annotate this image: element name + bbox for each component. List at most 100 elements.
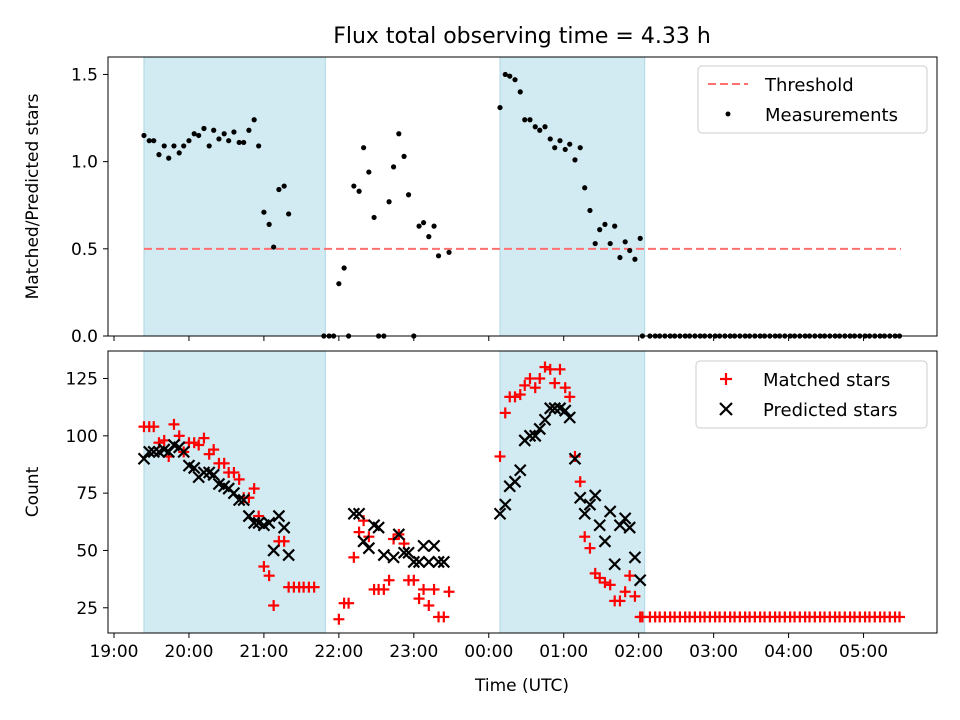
matched-stars-point (559, 382, 571, 394)
matched-stars-point (443, 586, 455, 598)
measurement-point (161, 143, 167, 149)
predicted-stars-point (177, 445, 190, 459)
measurement-point (356, 188, 362, 194)
predicted-stars-point (432, 555, 445, 569)
y-tick-label: 0.5 (71, 240, 98, 260)
x-tick-label: 23:00 (389, 642, 438, 662)
x-tick-label: 00:00 (464, 642, 513, 662)
measurement-point (201, 125, 207, 132)
predicted-stars-point (267, 544, 280, 557)
matched-stars-point (418, 583, 430, 595)
measurement-point (542, 124, 548, 130)
measurement-point (401, 153, 407, 159)
shaded-interval-2 (499, 56, 646, 337)
x-tick-label: 05:00 (839, 642, 888, 662)
ratio-legend-box (697, 65, 928, 134)
matched-stars-point (619, 586, 631, 598)
measurement-point (191, 131, 197, 137)
predicted-stars-point (568, 452, 582, 466)
measurement-point (527, 117, 533, 123)
predicted-stars-point (147, 445, 161, 459)
measurement-point (231, 129, 237, 135)
measurement-point (497, 104, 503, 111)
count-axes-frame (107, 350, 938, 634)
predicted-stars-point (578, 507, 591, 521)
matched-stars-point (148, 421, 160, 433)
y-tick-label: 100 (66, 427, 98, 447)
predicted-stars-point (633, 573, 647, 587)
predicted-stars-point (593, 518, 606, 532)
matched-stars-point (549, 377, 561, 389)
predicted-stars-point (197, 466, 211, 479)
measurement-point (547, 136, 553, 142)
ratio-panel: 0.0 0.5 1.0 1.5 Matched/Predicted stars Thr… (23, 56, 938, 347)
predicted-stars-point (508, 475, 522, 488)
predicted-stars-point (397, 546, 411, 560)
predicted-legend-swatch (719, 402, 733, 416)
measurement-point (435, 253, 442, 259)
measurement-point (577, 145, 583, 151)
matched-stars-point (378, 583, 390, 595)
shaded-interval-2 (499, 350, 646, 634)
count-panel: 19:00 20:00 21:00 22:00 23:00 00:00 01:00 02:00… (23, 350, 938, 662)
measurement-point (597, 227, 603, 233)
matched-stars-point (193, 439, 205, 451)
count-x-ticks: 19:00 20:00 21:00 22:00 23:00 00:00 01:00 02:00… (89, 633, 888, 662)
predicted-stars-point (232, 493, 246, 507)
measurement-point (416, 223, 422, 229)
measurement-point (502, 71, 508, 78)
x-tick-label: 20:00 (164, 642, 213, 662)
matched-stars-point (423, 599, 435, 611)
predicted-stars-point (227, 486, 241, 500)
measurement-point (602, 221, 608, 227)
predicted-stars-point (493, 507, 507, 521)
matched-stars-point (529, 382, 541, 394)
x-tick-label: 22:00 (314, 642, 363, 662)
measurement-point (276, 186, 282, 193)
y-tick-label: 125 (66, 370, 98, 390)
measurement-point (522, 117, 528, 123)
chart-title: Flux total observing time = 4.33 h (333, 24, 711, 49)
predicted-stars-point (392, 528, 406, 541)
matched-stars-point (534, 373, 546, 385)
measurement-point (512, 77, 518, 83)
matched-stars-point (494, 450, 506, 462)
matched-stars-point (514, 389, 526, 401)
x-tick-label: 19:00 (89, 642, 138, 662)
predicted-stars-point (588, 489, 602, 502)
measurement-point (251, 117, 257, 123)
matched-stars-point (233, 473, 245, 485)
measurement-point (360, 145, 367, 151)
measurement-point (186, 138, 192, 144)
predicted-stars-point (352, 507, 366, 521)
ratio-y-ticks: 0.0 0.5 1.0 1.5 (71, 65, 108, 347)
count-shaded-intervals (143, 350, 646, 634)
measurement-point (537, 127, 543, 133)
measurement-point (241, 139, 247, 146)
predicted-stars-point (417, 539, 430, 553)
measurement-point (206, 143, 212, 149)
matched-legend-swatch (720, 373, 732, 385)
predicted-stars-point (402, 546, 415, 560)
matched-stars-point (574, 476, 586, 488)
measurement-point (341, 265, 347, 271)
measurements-legend-label: Measurements (765, 105, 898, 126)
predicted-stars-point (207, 468, 220, 482)
matched-stars-point (564, 391, 576, 403)
predicted-stars-point (513, 463, 527, 477)
predicted-stars-point (387, 551, 400, 564)
measurement-point (517, 89, 523, 95)
matched-stars-point (308, 581, 320, 593)
matched-stars-point (333, 613, 345, 625)
predicted-stars-point (412, 555, 426, 569)
predicted-stars-point (347, 507, 361, 521)
predicted-stars-point (272, 509, 286, 523)
measurement-point (446, 249, 452, 255)
matched-stars-point (168, 418, 180, 430)
matched-stars-point (499, 407, 511, 419)
matched-stars-point (584, 542, 596, 554)
measurement-point (226, 138, 232, 144)
measurement-point (557, 138, 563, 144)
measurement-point (587, 207, 593, 214)
matched-stars-point (624, 570, 636, 582)
